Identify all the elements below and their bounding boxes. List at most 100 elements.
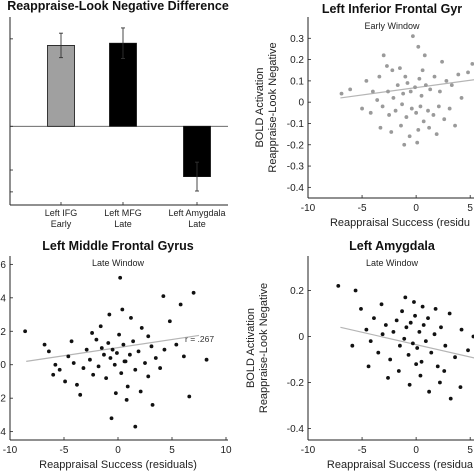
x-tick-label: 5 [169, 445, 175, 456]
data-point [381, 53, 386, 58]
data-point [66, 354, 71, 359]
data-point [162, 347, 167, 352]
data-point [112, 362, 117, 367]
y-tick-label: -0.4 [287, 424, 305, 435]
bar-category-label: Left Amygdala Late [168, 208, 225, 229]
data-point [427, 389, 431, 394]
data-point [403, 74, 408, 79]
data-point [53, 362, 58, 367]
x-axis-label: Reappraisal Success (residu [330, 217, 470, 229]
data-point [453, 123, 457, 128]
data-point [378, 125, 383, 130]
data-point [113, 391, 118, 396]
data-point [416, 127, 421, 132]
data-point [418, 373, 423, 378]
data-point [139, 326, 144, 330]
data-point [385, 64, 389, 68]
data-point [428, 87, 433, 92]
data-point [404, 325, 409, 330]
data-point [360, 106, 364, 111]
x-tick-label: 0 [115, 445, 121, 456]
x-tick-label: -5 [358, 203, 367, 214]
data-point [470, 61, 474, 66]
data-point [423, 339, 428, 343]
bar-chart-panel: Reappraise-Look Negative Difference Left … [7, 0, 229, 229]
data-point [426, 316, 430, 320]
data-point [426, 108, 430, 113]
data-point [395, 83, 400, 88]
data-point [377, 74, 382, 79]
data-point [131, 339, 136, 344]
data-point [129, 315, 133, 320]
bar-chart-title: Reappraise-Look Negative Difference [7, 0, 229, 13]
scatter-title: Left Inferior Frontal Gyr [322, 2, 462, 16]
data-point [389, 130, 394, 134]
x-tick-label: 10 [220, 445, 232, 456]
data-point [404, 115, 409, 119]
y-tick-label: .4 [0, 427, 6, 438]
data-point [400, 309, 404, 314]
x-axis-label: Reappraisal Success (residua [327, 459, 474, 471]
data-point [419, 93, 424, 98]
data-point [359, 307, 363, 311]
data-point [402, 142, 407, 147]
data-point [149, 344, 154, 349]
data-point [405, 81, 410, 85]
data-point [421, 119, 426, 124]
data-point [413, 313, 417, 318]
data-point [174, 342, 179, 347]
data-point [106, 341, 111, 345]
data-point [415, 140, 420, 145]
scatter-title: Left Amygdala [349, 239, 436, 253]
data-point [399, 123, 403, 128]
data-point [417, 76, 422, 81]
data-point [391, 96, 396, 100]
data-point [118, 275, 123, 280]
data-point [90, 331, 94, 335]
data-point [432, 74, 437, 79]
data-point [448, 396, 453, 401]
data-point [124, 397, 129, 402]
data-point [414, 362, 419, 366]
data-point [401, 91, 406, 96]
data-point [390, 68, 395, 73]
data-point [348, 87, 353, 92]
data-point [96, 364, 101, 369]
data-point [99, 346, 104, 350]
scatter-subtitle: Late Window [92, 258, 145, 268]
data-point [366, 364, 371, 369]
data-point [125, 384, 130, 389]
data-point [408, 89, 413, 94]
y-tick-label: 0.2 [290, 286, 304, 297]
data-point [136, 349, 141, 354]
data-point [398, 343, 402, 348]
data-point [379, 302, 384, 307]
data-point [364, 78, 369, 83]
y-tick-label: -0.4 [287, 183, 305, 194]
data-point [410, 34, 415, 39]
data-point [440, 59, 444, 64]
data-point [117, 332, 121, 337]
y-tick-label: 0 [298, 332, 304, 343]
data-point [409, 106, 414, 111]
data-point [69, 339, 74, 344]
data-point [429, 350, 434, 355]
data-point [466, 70, 470, 75]
regression-line [340, 79, 474, 99]
data-point [459, 327, 464, 332]
lmfg-scatter-panel: Left Middle Frontal Gyrus Late Window .4 .2… [0, 239, 232, 471]
y-tick-label: 0.2 [290, 55, 304, 66]
data-point [181, 354, 186, 359]
data-point [427, 125, 431, 130]
y-tick-label: .4 [0, 293, 6, 304]
data-point [158, 366, 163, 370]
data-point [122, 359, 127, 364]
data-point [407, 382, 412, 387]
regression-line [340, 326, 474, 359]
data-point [386, 89, 390, 94]
data-point [420, 304, 425, 309]
scatter-subtitle: Early Window [364, 21, 420, 31]
data-point [410, 341, 415, 346]
data-point [386, 376, 390, 380]
data-point [420, 68, 425, 73]
